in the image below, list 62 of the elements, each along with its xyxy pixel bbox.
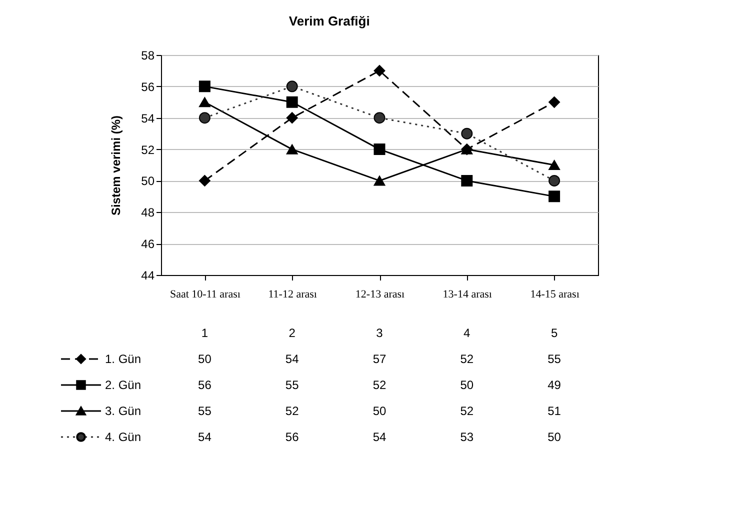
text: 3 <box>376 326 384 340</box>
text: 4 <box>464 326 471 340</box>
legend-label: 4. Gün <box>105 430 142 444</box>
point <box>198 97 210 108</box>
point <box>548 174 560 186</box>
data-label: 50 <box>198 352 212 366</box>
data-label: 54 <box>198 430 212 444</box>
data-label: 52 <box>285 404 300 418</box>
point <box>286 96 298 108</box>
point <box>286 112 298 124</box>
y-tick-label: 44 <box>141 268 155 282</box>
point <box>286 144 298 154</box>
point <box>374 112 386 124</box>
text: 5 <box>550 326 558 340</box>
point <box>374 176 386 186</box>
point <box>548 160 560 170</box>
point <box>198 174 210 186</box>
data-label: 55 <box>285 378 300 392</box>
y-tick-label: 56 <box>141 80 155 94</box>
data-label: 50 <box>460 378 474 392</box>
text: 1 <box>201 326 208 340</box>
point <box>548 190 560 202</box>
y-tick-label: 58 <box>141 48 155 62</box>
data-label: 56 <box>285 430 300 444</box>
data-label: 54 <box>372 430 386 444</box>
data-label: 52 <box>460 404 474 418</box>
y-tick-label: 54 <box>141 111 155 126</box>
y-axis-title: Sistem verimi (%) <box>109 115 124 216</box>
legend-label: 1. Gün <box>105 352 142 366</box>
data-label: 50 <box>372 404 386 418</box>
chart-title: Verim Grafiği <box>288 14 370 28</box>
point <box>286 80 298 92</box>
x-tick-label: 11-12 arası <box>268 288 317 300</box>
point <box>374 144 386 156</box>
y-tick-label: 48 <box>141 206 155 220</box>
legend-label: 2. Gün <box>105 378 142 392</box>
data-label: 53 <box>460 430 474 444</box>
x-tick-label: 12-13 arası <box>355 288 405 300</box>
point <box>198 80 210 92</box>
data-label: 56 <box>198 378 212 392</box>
y-tick-label: 50 <box>141 174 155 188</box>
data-label: 52 <box>372 378 386 392</box>
x-tick-label: 13-14 arası <box>442 288 492 300</box>
y-tick-label: 52 <box>141 142 155 157</box>
x-tick-label: 14-15 arası <box>530 288 580 300</box>
data-label: 57 <box>372 352 386 366</box>
data-label: 55 <box>548 352 562 366</box>
data-label: 52 <box>460 352 474 366</box>
data-label: 54 <box>285 352 300 366</box>
point <box>374 64 386 76</box>
point <box>461 128 473 140</box>
point <box>461 174 473 186</box>
data-label: 49 <box>548 378 562 392</box>
point <box>198 112 210 124</box>
y-tick-label: 46 <box>141 237 155 252</box>
data-label: 50 <box>548 430 562 444</box>
x-tick-label: Saat 10-11 arası <box>170 288 240 300</box>
data-label: 51 <box>548 404 562 418</box>
point <box>548 96 560 108</box>
data-label: 55 <box>198 404 212 418</box>
legend-label: 3. Gün <box>105 404 142 418</box>
text: 2 <box>288 326 296 340</box>
